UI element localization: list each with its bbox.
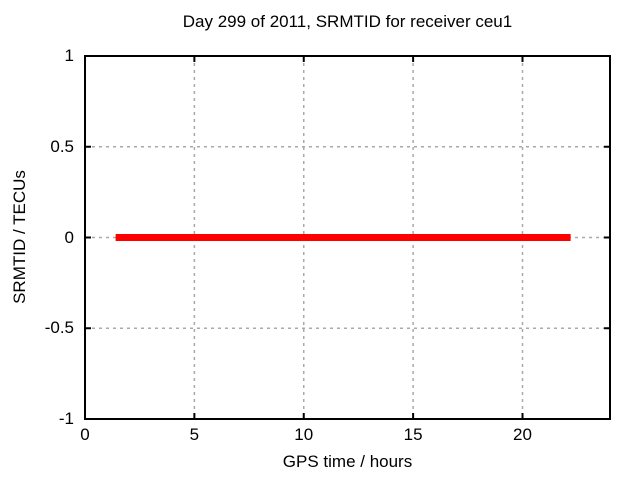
y-tick-label: 0	[64, 227, 74, 247]
chart-title: Day 299 of 2011, SRMTID for receiver ceu…	[182, 12, 513, 31]
y-tick-label: 0.5	[50, 136, 74, 156]
plot-border	[84, 55, 611, 420]
y-tick-label: 1	[64, 46, 74, 65]
x-tick-label: 10	[294, 425, 314, 444]
x-tick-label: 20	[513, 425, 532, 444]
y-tick-label: -0.5	[44, 318, 74, 338]
y-tick-label: -1	[58, 409, 74, 428]
x-tick-label: 5	[189, 425, 200, 444]
x-tick-label: 15	[403, 425, 423, 444]
x-tick-label: 0	[80, 425, 90, 444]
x-axis-label: GPS time / hours	[282, 452, 413, 471]
